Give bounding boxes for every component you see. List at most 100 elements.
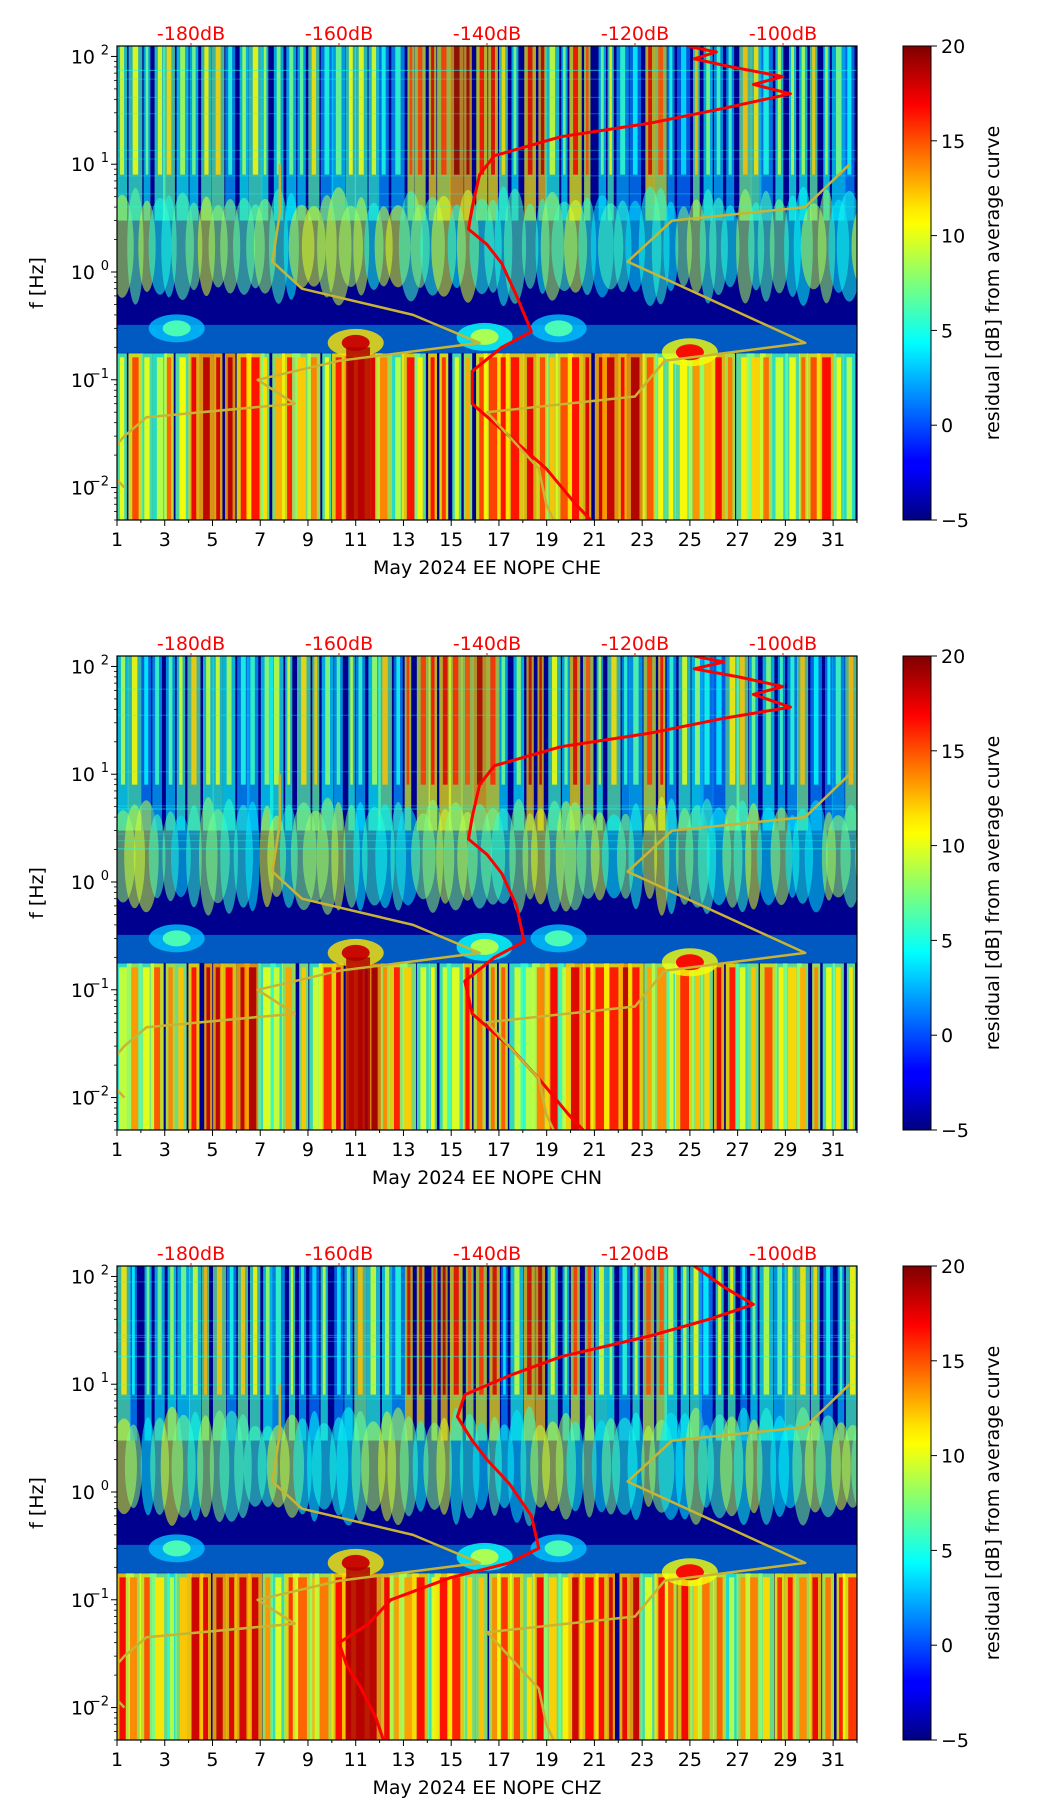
low-band-core [715, 357, 722, 520]
x-tick-label: 11 [344, 529, 368, 551]
low-band-core [620, 357, 625, 520]
low-band-core [668, 1577, 674, 1740]
high-band-core [358, 656, 363, 785]
high-band-core [813, 1266, 818, 1395]
colorbar-tick-label: 10 [941, 1446, 965, 1468]
high-band-core [848, 656, 854, 785]
top-db-label: -160dB [305, 1243, 373, 1265]
low-band-core [680, 967, 689, 1130]
low-band-core [336, 967, 341, 1130]
mid-plume [197, 1415, 215, 1518]
high-band-core [791, 46, 794, 175]
high-band-core [312, 1266, 317, 1395]
low-band-core [702, 1577, 710, 1740]
high-band-core [350, 656, 353, 785]
low-band-core [132, 357, 139, 520]
x-tick-label: 29 [773, 1139, 797, 1161]
high-band [868, 46, 882, 221]
high-band-core [527, 46, 533, 175]
hot-column [346, 1567, 371, 1740]
mid-plume [509, 798, 529, 914]
mid-plume [449, 1407, 464, 1525]
low-band-core [251, 1577, 259, 1740]
x-tick-label: 31 [821, 529, 845, 551]
low-band-core [695, 967, 700, 1130]
high-band-core [538, 1266, 543, 1395]
colorbar-tick-label: 10 [941, 226, 965, 248]
low-band-core [404, 1577, 414, 1740]
low-band-core [862, 967, 867, 1140]
high-band-core [287, 656, 291, 785]
high-band-core [168, 656, 173, 785]
high-band-core [647, 656, 653, 785]
x-tick-label: 31 [821, 1139, 845, 1161]
low-band-core [585, 1577, 594, 1740]
high-band-core [586, 656, 591, 785]
low-band-core [420, 967, 427, 1130]
low-band-core [265, 1577, 271, 1740]
high-band-core [600, 46, 604, 175]
low-band-core [191, 1577, 200, 1740]
x-tick-label: 17 [487, 529, 511, 551]
low-band-core [491, 967, 495, 1130]
high-band-core [215, 46, 221, 175]
y-tick-label: 10 [71, 1266, 95, 1288]
low-band-core [644, 1577, 653, 1740]
y-tick-base: 10 [71, 370, 95, 392]
low-band-core [191, 357, 197, 520]
high-band-core [490, 656, 496, 785]
high-band-core [242, 46, 246, 175]
mid-plume [851, 1426, 857, 1507]
mid-plume [578, 197, 597, 296]
low-band-core [812, 1577, 818, 1740]
y-tick-label: 10 [71, 370, 95, 392]
high-band-core [216, 1266, 223, 1395]
high-band-core [240, 1266, 245, 1395]
high-band-core [754, 46, 759, 175]
mid-plume [436, 1417, 452, 1515]
high-band-core [585, 46, 589, 175]
high-band-core [453, 1266, 459, 1395]
low-band-core [263, 967, 272, 1130]
low-band-core [822, 357, 831, 520]
y-tick-base: 10 [71, 980, 95, 1002]
high-band-core [289, 46, 294, 175]
hotspot-core [544, 320, 573, 337]
hotspot-core [341, 334, 370, 351]
high-band-core [358, 46, 364, 175]
high-band-core [215, 656, 220, 785]
low-band-core [404, 967, 412, 1130]
high-band-core [179, 656, 183, 785]
low-band-core [836, 357, 842, 520]
x-tick-label: 7 [254, 1749, 266, 1771]
mid-plume [866, 1417, 887, 1516]
high-band-core [648, 46, 652, 175]
high-band-core [800, 1266, 806, 1395]
high-band-core [264, 656, 270, 785]
x-axis-label: May 2024 EE NOPE CHE [373, 557, 601, 579]
low-band-core [681, 1577, 689, 1740]
mid-plume [331, 802, 346, 911]
y-tick-label: 10 [71, 154, 95, 176]
low-band-core [154, 967, 161, 1130]
high-band-core [658, 46, 664, 175]
high-band-core [381, 46, 386, 175]
low-band-core [297, 357, 306, 520]
x-tick-label: 17 [487, 1749, 511, 1771]
high-band [857, 46, 869, 221]
low-band-core [239, 1577, 247, 1740]
mid-plume [353, 801, 368, 911]
x-tick-label: 23 [630, 1139, 654, 1161]
high-band-core [406, 656, 410, 785]
high-band-core [132, 46, 139, 175]
low-band-core [451, 967, 460, 1130]
high-band-core [417, 46, 423, 175]
mid-plume [185, 202, 203, 291]
high-band-core [290, 1266, 294, 1395]
high-band-core [620, 46, 626, 175]
high-band [870, 656, 878, 831]
low-band-core [203, 357, 210, 520]
x-tick-label: 3 [159, 1749, 171, 1771]
high-band-core [336, 656, 341, 785]
mid-plume [866, 813, 882, 899]
